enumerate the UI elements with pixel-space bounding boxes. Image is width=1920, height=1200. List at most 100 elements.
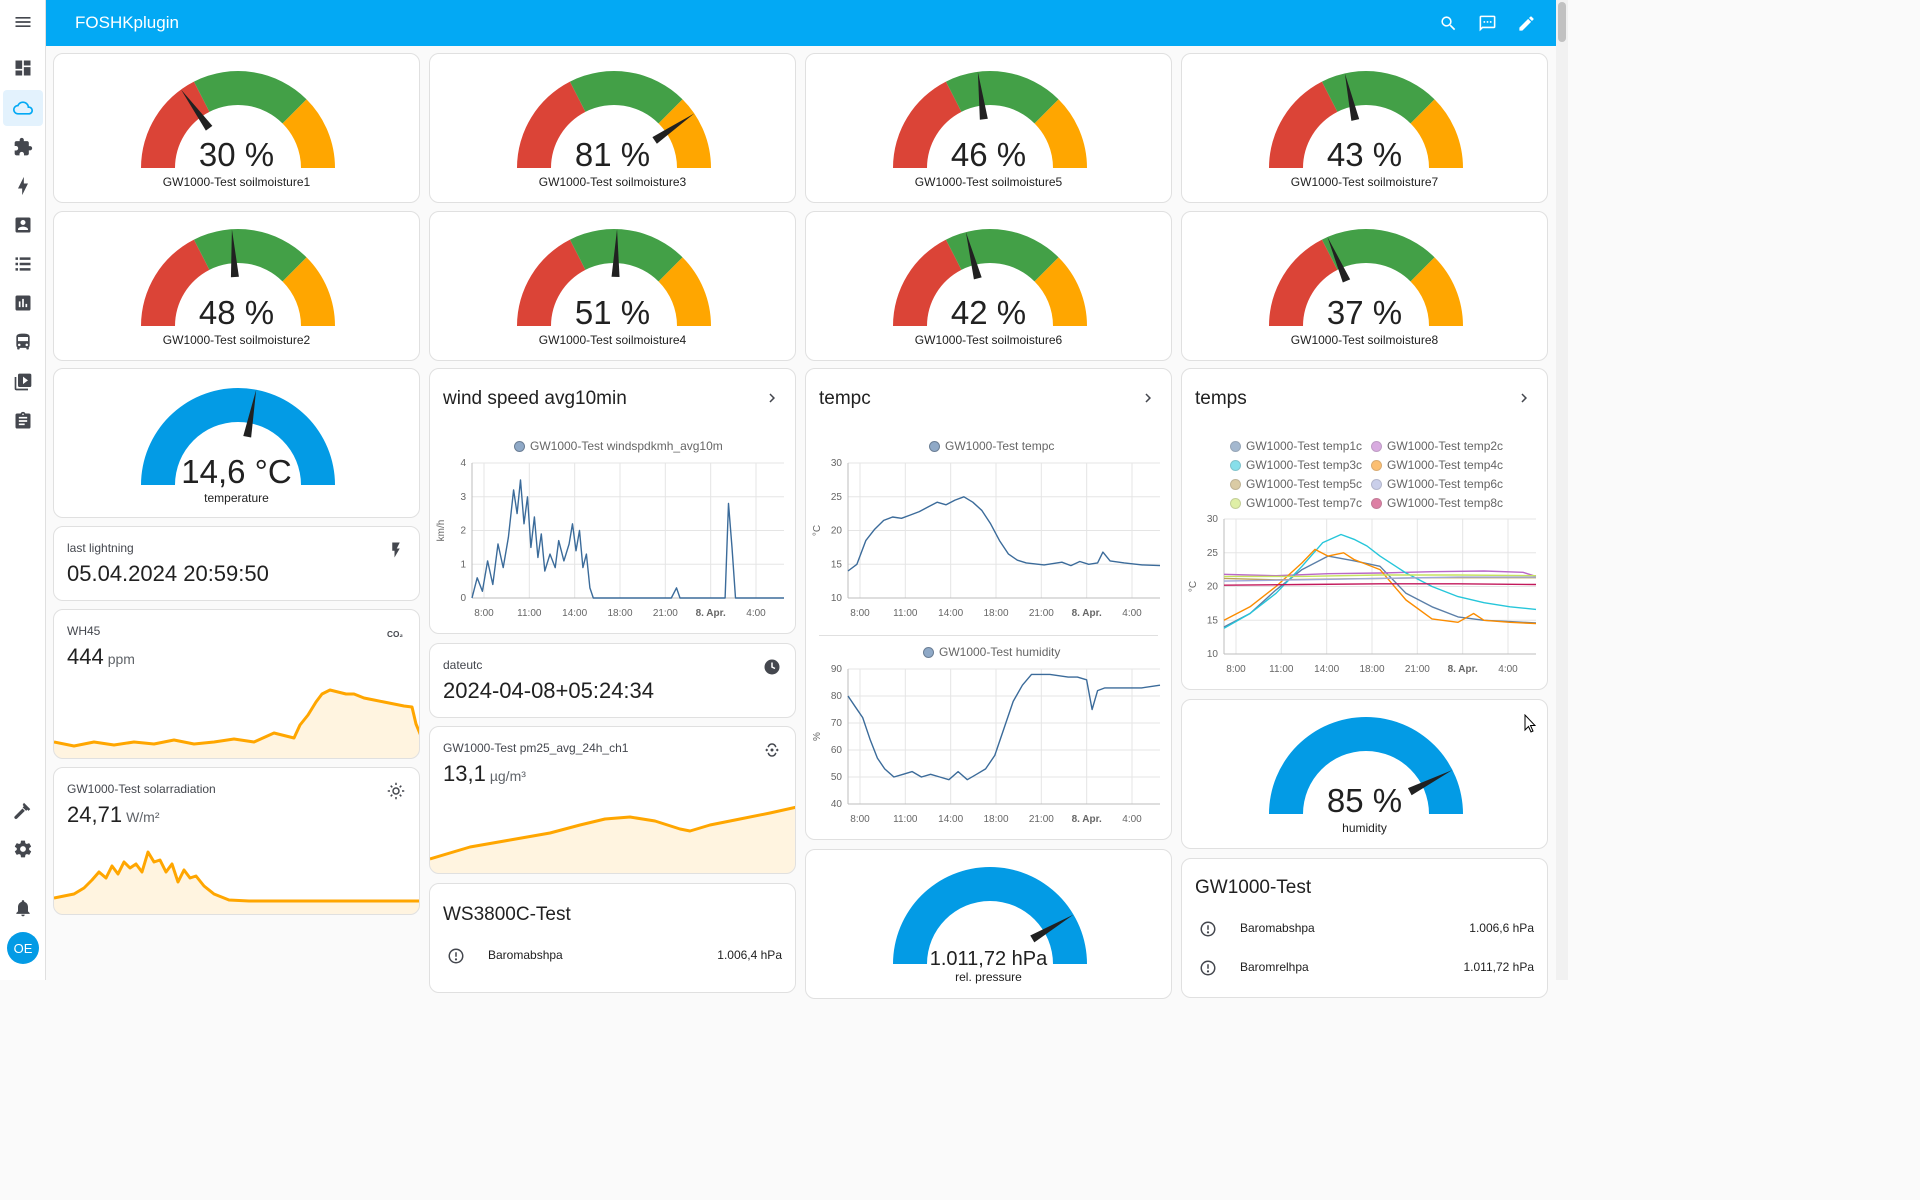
page-scrollbar[interactable]	[1556, 0, 1568, 980]
temps-legend-item[interactable]: GW1000-Test temp6c	[1371, 477, 1503, 491]
gauge-segment-orange	[658, 99, 711, 168]
scrollbar-thumb[interactable]	[1558, 2, 1566, 42]
co2-icon: CO₂	[387, 624, 405, 642]
clipboard-icon[interactable]	[3, 403, 43, 439]
soilmoisture-gauge-card[interactable]: 43 % GW1000-Test soilmoisture7	[1181, 53, 1548, 203]
tempc-card[interactable]: tempc GW1000-Test tempc 10 15 20 25 30 8:00 11…	[805, 368, 1172, 840]
entity-value: 1.011,72 hPa	[1463, 960, 1534, 974]
entity-row[interactable]: Baromabshpa 1.006,4 hPa	[443, 944, 782, 968]
bell-icon[interactable]	[3, 890, 43, 926]
bus-icon[interactable]	[3, 324, 43, 360]
pressure-label: rel. pressure	[955, 970, 1022, 984]
temps-chart[interactable]: 10 15 20 25 30 8:00 11:00 14:00 18:00 21:00 8. Apr…	[1182, 513, 1548, 683]
menu-icon[interactable]	[3, 4, 43, 40]
y-tick-label: 25	[1207, 548, 1219, 559]
humidity-value: 85 %	[1326, 782, 1403, 819]
pressure-gauge-card[interactable]: 1.011,72 hPa rel. pressure	[805, 849, 1172, 999]
x-tick-label: 18:00	[983, 608, 1008, 619]
assist-chat-icon[interactable]	[1475, 11, 1499, 35]
settings-gear-icon[interactable]	[3, 831, 43, 867]
hammer-icon[interactable]	[3, 792, 43, 828]
y-tick-label: 50	[831, 772, 843, 783]
wind-speed-chart[interactable]: 0 1 2 3 4 8:00 11:00 14:00 18:00 21:00 8. Apr. 4:00…	[430, 457, 796, 627]
edit-pencil-icon[interactable]	[1514, 11, 1538, 35]
entity-value: 1.006,6 hPa	[1469, 921, 1534, 935]
humidity-gauge-card[interactable]: 85 % humidity	[1181, 699, 1548, 849]
wh45-card[interactable]: WH45 444 ppm CO₂	[53, 609, 420, 759]
wind-speed-card[interactable]: wind speed avg10min GW1000-Test windspdk…	[429, 368, 796, 634]
series-line	[1223, 533, 1537, 629]
tempc-legend[interactable]: GW1000-Test tempc	[929, 439, 1054, 453]
temps-legend-item[interactable]: GW1000-Test temp3c	[1230, 458, 1362, 472]
list-icon[interactable]	[3, 246, 43, 282]
last-lightning-label: last lightning	[67, 541, 134, 555]
gw1000-card[interactable]: GW1000-Test Baromabshpa 1.006,6 hPa Baro…	[1181, 858, 1548, 998]
chevron-right-icon[interactable]	[1515, 389, 1533, 407]
gauge-segment-orange	[1410, 99, 1463, 168]
gauge-needle	[1327, 236, 1351, 283]
pm25-card[interactable]: GW1000-Test pm25_avg_24h_ch1 13,1 µg/m³	[429, 726, 796, 874]
pm25-value-line: 13,1 µg/m³	[443, 761, 526, 787]
temps-legend-item[interactable]: GW1000-Test temp7c	[1230, 496, 1362, 510]
solarradiation-value: 24,71	[67, 802, 123, 827]
dateutc-card[interactable]: dateutc 2024-04-08+05:24:34	[429, 643, 796, 718]
x-tick-label: 21:00	[1029, 814, 1054, 825]
gauge-icon	[1199, 959, 1217, 977]
soilmoisture-label: GW1000-Test soilmoisture8	[1290, 333, 1439, 347]
humidity-chart[interactable]: 40 50 60 70 80 90 8:00 11:00 14:00 18:00 21:00 8. A…	[806, 663, 1172, 833]
weather-cloud-icon[interactable]	[3, 90, 43, 126]
soilmoisture-gauge-card[interactable]: 42 % GW1000-Test soilmoisture6	[805, 211, 1172, 361]
avatar[interactable]: OE	[7, 932, 39, 964]
temperature-value: 14,6 °C	[181, 453, 292, 490]
gauge-segment-red	[1269, 239, 1338, 326]
soilmoisture-gauge-card[interactable]: 51 % GW1000-Test soilmoisture4	[429, 211, 796, 361]
media-icon[interactable]	[3, 364, 43, 400]
gauge-icon	[447, 947, 465, 965]
legend-label: GW1000-Test temp2c	[1387, 439, 1504, 453]
humidity-legend[interactable]: GW1000-Test humidity	[923, 645, 1060, 659]
temps-legend-item[interactable]: GW1000-Test temp8c	[1371, 496, 1503, 510]
soilmoisture-gauge-card[interactable]: 48 % GW1000-Test soilmoisture2	[53, 211, 420, 361]
y-tick-label: 90	[831, 664, 843, 675]
account-box-icon[interactable]	[3, 207, 43, 243]
x-tick-label: 14:00	[562, 608, 587, 619]
last-lightning-card[interactable]: last lightning 05.04.2024 20:59:50	[53, 526, 420, 601]
y-axis-label: °C	[1188, 581, 1199, 592]
pm25-sparkline	[430, 805, 795, 873]
legend-dot	[1371, 478, 1382, 490]
soilmoisture-gauge-card[interactable]: 81 % GW1000-Test soilmoisture3	[429, 53, 796, 203]
entity-row[interactable]: Baromrelhpa 1.011,72 hPa	[1195, 956, 1534, 980]
ws3800c-card[interactable]: WS3800C-Test Baromabshpa 1.006,4 hPa	[429, 883, 796, 993]
humidity-gauge	[1269, 717, 1463, 814]
gauge-needle	[977, 71, 988, 120]
chevron-right-icon[interactable]	[763, 389, 781, 407]
wind-legend[interactable]: GW1000-Test windspdkmh_avg10m	[514, 439, 723, 453]
soilmoisture-gauge-card[interactable]: 46 % GW1000-Test soilmoisture5	[805, 53, 1172, 203]
entity-row[interactable]: Baromabshpa 1.006,6 hPa	[1195, 917, 1534, 941]
series-line	[471, 479, 784, 599]
puzzle-icon[interactable]	[3, 129, 43, 165]
gauge-segment-red	[893, 81, 962, 168]
y-tick-label: 10	[831, 593, 843, 604]
lightning-bolt-icon[interactable]	[3, 168, 43, 204]
x-tick-label: 18:00	[607, 608, 632, 619]
soilmoisture-gauge-card[interactable]: 30 % GW1000-Test soilmoisture1	[53, 53, 420, 203]
temps-legend-item[interactable]: GW1000-Test temp4c	[1371, 458, 1503, 472]
tempc-chart[interactable]: 10 15 20 25 30 8:00 11:00 14:00 18:00 21:00 8. Apr…	[806, 457, 1172, 627]
search-icon[interactable]	[1436, 11, 1460, 35]
temps-card[interactable]: temps GW1000-Test temp1c GW1000-Test temp…	[1181, 368, 1548, 690]
y-tick-label: 15	[831, 559, 843, 570]
chart-box-icon[interactable]	[3, 285, 43, 321]
solarradiation-card[interactable]: GW1000-Test solarradiation 24,71 W/m²	[53, 767, 420, 915]
chevron-right-icon[interactable]	[1139, 389, 1157, 407]
temps-legend-item[interactable]: GW1000-Test temp2c	[1371, 439, 1503, 453]
soilmoisture-gauge-card[interactable]: 37 % GW1000-Test soilmoisture8	[1181, 211, 1548, 361]
pm25-label: GW1000-Test pm25_avg_24h_ch1	[443, 741, 629, 755]
dashboard-icon[interactable]	[3, 50, 43, 86]
soilmoisture-value: 81 %	[574, 136, 651, 173]
temps-legend-item[interactable]: GW1000-Test temp5c	[1230, 477, 1362, 491]
dateutc-label: dateutc	[443, 658, 483, 672]
temperature-gauge-card[interactable]: 14,6 °C temperature	[53, 368, 420, 518]
temps-legend-item[interactable]: GW1000-Test temp1c	[1230, 439, 1362, 453]
soilmoisture-value: 51 %	[574, 294, 651, 331]
